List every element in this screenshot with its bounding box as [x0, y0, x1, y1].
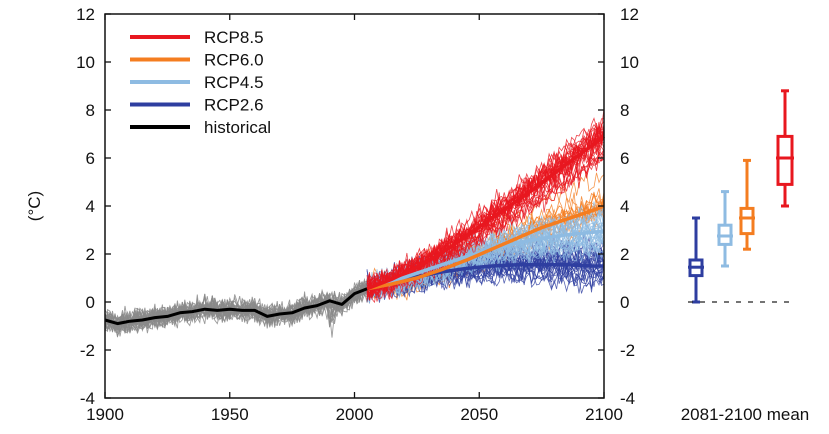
legend: RCP8.5 RCP6.0 RCP4.5 RCP2.6 historical [130, 28, 271, 137]
x-tick-label: 2100 [585, 405, 623, 424]
boxplot-rcp26 [688, 216, 704, 304]
boxplot-box [739, 206, 755, 236]
x-tick-label: 1900 [86, 405, 124, 424]
y-tick-label: 6 [86, 149, 95, 168]
right-y-tick-label: 0 [620, 293, 629, 312]
series-line-historical [104, 287, 368, 326]
x-tick-label: 2000 [336, 405, 374, 424]
right-y-tick-label: 2 [620, 245, 629, 264]
y-tick-label: 8 [86, 101, 95, 120]
y-tick-label: -4 [80, 389, 95, 408]
legend-label-rcp60: RCP6.0 [204, 51, 264, 70]
legend-label-rcp26: RCP2.6 [204, 96, 264, 115]
y-tick-label: 2 [86, 245, 95, 264]
boxplot-rcp45 [717, 190, 733, 268]
series-line-rcp85 [366, 135, 606, 291]
right-y-tick-label: -2 [620, 341, 635, 360]
right-y-tick-label: 8 [620, 101, 629, 120]
legend-label-rcp85: RCP8.5 [204, 28, 264, 47]
y-tick-label: 10 [76, 53, 95, 72]
legend-label-historical: historical [204, 118, 271, 137]
legend-label-rcp45: RCP4.5 [204, 73, 264, 92]
boxplot-rcp85 [776, 89, 794, 208]
right-y-tick-label: 10 [620, 53, 639, 72]
right-y-tick-label: -4 [620, 389, 635, 408]
x-tick-label: 1950 [211, 405, 249, 424]
series-line-rcp60 [366, 204, 605, 291]
y-axis-label: (°C) [25, 191, 44, 221]
ensemble-line-rcp85 [366, 156, 605, 302]
boxplot-box [776, 134, 794, 186]
right-y-tick-label: 12 [620, 5, 639, 24]
axes-layer: -4 -2 0 2 4 6 8 10 12 -4 -2 0 2 4 6 8 10 12 1900 1950 2000 20… [76, 5, 639, 424]
historical-ensemble-line [104, 285, 368, 338]
boxplot-label: 2081-2100 mean [681, 405, 810, 424]
right-y-tick-label: 6 [620, 149, 629, 168]
y-tick-label: 4 [86, 197, 95, 216]
x-tick-label: 2050 [460, 405, 498, 424]
y-tick-label: 12 [76, 5, 95, 24]
y-tick-label: -2 [80, 341, 95, 360]
boxplot-rcp60 [739, 158, 755, 251]
right-y-tick-label: 4 [620, 197, 629, 216]
y-tick-label: 0 [86, 293, 95, 312]
ensemble-layer [104, 108, 605, 338]
mean-series-layer [104, 135, 606, 326]
boxplot-panel [688, 89, 795, 304]
